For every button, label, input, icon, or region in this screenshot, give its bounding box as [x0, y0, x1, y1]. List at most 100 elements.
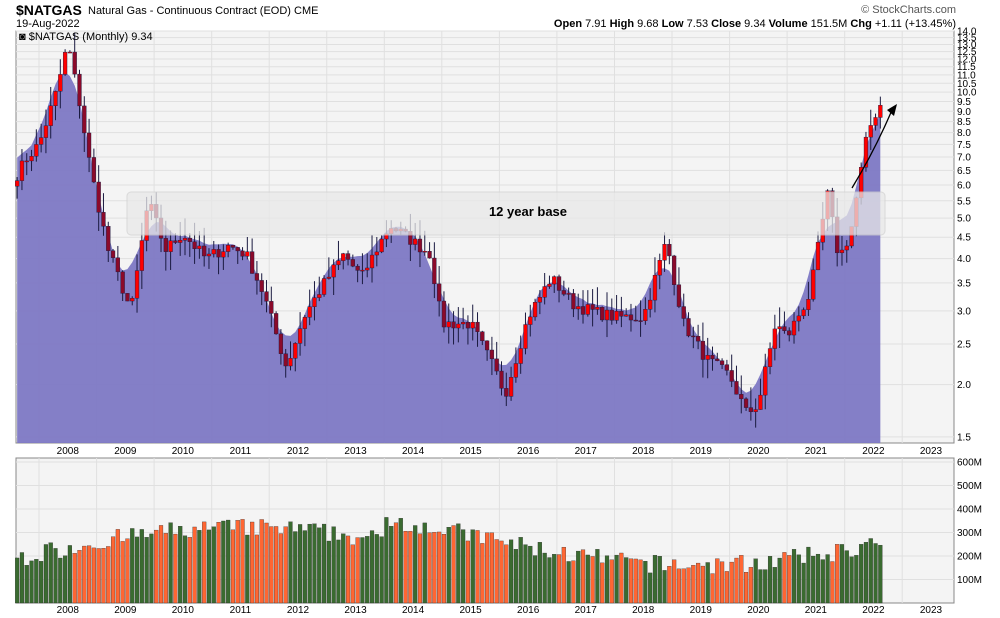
candle-body: [101, 212, 106, 227]
candle-body: [250, 251, 255, 274]
volume-bar: [130, 528, 135, 604]
candle-body: [293, 343, 298, 359]
candle-body: [619, 310, 624, 317]
candle-body: [110, 250, 116, 258]
price-tick-label: 4.0: [957, 254, 971, 265]
volume-bar: [101, 548, 106, 604]
year-tick-label: 2015: [459, 446, 482, 457]
volume-bar: [192, 526, 197, 604]
volume-bar: [226, 519, 231, 604]
year-tick-label: 2008: [57, 605, 80, 616]
volume-bar: [604, 555, 610, 604]
candle-body: [532, 302, 538, 318]
volume-bar: [259, 519, 264, 604]
candle-body: [269, 301, 274, 314]
volume-bar: [638, 559, 643, 604]
volume-bar: [518, 537, 523, 604]
volume-bar: [873, 543, 878, 604]
volume-bar: [672, 559, 677, 604]
volume-bar: [676, 568, 681, 604]
candle-body: [873, 117, 878, 126]
candle-body: [719, 360, 725, 365]
volume-bar: [29, 560, 34, 604]
volume-bar: [571, 560, 576, 604]
year-tick-label: 2018: [632, 605, 655, 616]
candle-body: [72, 51, 77, 75]
candle-body: [446, 321, 451, 328]
candle-body: [753, 409, 758, 412]
trend-arrow: [851, 109, 893, 189]
candle-body: [96, 181, 101, 213]
chart-legend: ◙ $NATGAS (Monthly) 9.34: [19, 31, 153, 43]
volume-bar: [648, 572, 653, 604]
candle-body: [259, 280, 264, 292]
candle-body: [62, 51, 68, 75]
year-tick-label: 2010: [172, 446, 195, 457]
volume-bar: [700, 565, 705, 604]
volume-bar: [34, 559, 39, 604]
volume-bar: [106, 546, 111, 604]
volume-bar: [782, 552, 787, 604]
volume-bar: [53, 548, 58, 604]
candle-body: [283, 353, 288, 367]
volume-bar: [341, 533, 346, 604]
year-tick-label: 2010: [172, 605, 195, 616]
volume-bar: [269, 526, 274, 604]
candle-body: [369, 254, 375, 269]
candle-body: [839, 249, 845, 254]
candle-body: [197, 245, 202, 249]
volume-bar: [24, 565, 29, 604]
candle-body: [441, 300, 447, 328]
candle-body: [91, 157, 96, 183]
volume-bar: [614, 554, 619, 604]
volume-bar: [120, 541, 125, 604]
price-tick-label: 10.5: [957, 79, 977, 90]
candle-body: [743, 398, 749, 408]
candle-body: [67, 51, 73, 54]
volume-bar: [139, 529, 144, 604]
candle-body: [326, 276, 331, 279]
candle-body: [552, 276, 557, 285]
candle-body: [139, 240, 144, 271]
candle-body: [643, 309, 648, 321]
volume-bar: [624, 557, 629, 604]
price-tick-label: 3.5: [957, 278, 971, 289]
price-tick-label: 6.5: [957, 166, 971, 177]
candle-body: [422, 251, 427, 253]
year-tick-label: 2021: [805, 605, 828, 616]
volume-bar: [734, 557, 739, 604]
candle-body: [604, 309, 610, 321]
candle-body: [547, 283, 552, 287]
candle-body: [173, 240, 178, 243]
year-tick-label: 2013: [344, 446, 367, 457]
volume-bar: [772, 567, 777, 604]
candle-body: [590, 304, 595, 310]
volume-bar: [446, 527, 451, 604]
year-tick-label: 2021: [805, 446, 828, 457]
candle-body: [777, 326, 782, 330]
volume-bar: [523, 544, 528, 604]
volume-bar: [767, 556, 773, 604]
volume-bar: [576, 550, 581, 604]
volume-bar: [427, 532, 432, 604]
volume-bar: [556, 554, 562, 604]
price-tick-label: 7.0: [957, 152, 971, 163]
candle-body: [374, 251, 379, 256]
volume-bar: [681, 568, 686, 604]
year-tick-label: 2016: [517, 446, 540, 457]
candle-body: [427, 251, 432, 259]
candle-body: [624, 314, 629, 317]
base-annotation: 12 year base: [489, 204, 567, 219]
volume-bar: [820, 559, 825, 604]
candle-body: [211, 249, 216, 255]
arrow-head: [887, 104, 897, 116]
candle-body: [221, 251, 226, 258]
volume-bar: [134, 536, 140, 604]
price-tick-label: 14.0: [957, 27, 977, 38]
candle-body: [576, 306, 581, 310]
candle-body: [77, 73, 82, 107]
candle-body: [336, 260, 341, 266]
candle-body: [585, 304, 590, 315]
volume-bar: [552, 554, 557, 604]
price-tick-label: 5.5: [957, 196, 971, 207]
